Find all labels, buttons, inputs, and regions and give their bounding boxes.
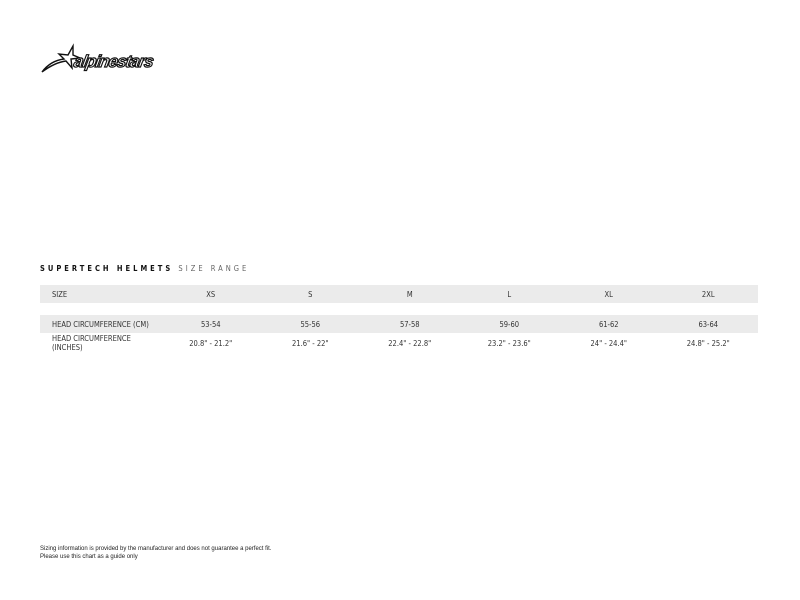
table-cell: 21.6" - 22" bbox=[291, 338, 329, 348]
title-light: SIZE RANGE bbox=[178, 264, 250, 273]
logo-wordmark: alpinestars bbox=[72, 51, 155, 71]
table-cell: 24.8" - 25.2" bbox=[686, 338, 730, 348]
disclaimer-line: Please use this chart as a guide only bbox=[40, 554, 138, 560]
table-cell: 53-54 bbox=[200, 319, 221, 329]
header-cell: 2XL bbox=[701, 289, 715, 299]
title-bold: SUPERTECH HELMETS bbox=[40, 264, 174, 273]
table-header-row: SIZE XS S M L XL 2XL bbox=[40, 285, 758, 303]
table-row: HEAD CIRCUMFERENCE (INCHES) 20.8" - 21.2… bbox=[40, 334, 758, 352]
header-cell: S bbox=[308, 289, 313, 299]
size-table: SIZE XS S M L XL 2XL HEAD CIRCUMFERENCE … bbox=[40, 285, 758, 352]
table-cell: 55-56 bbox=[300, 319, 321, 329]
table-cell: 24" - 24.4" bbox=[590, 338, 628, 348]
table-cell: 57-58 bbox=[399, 319, 420, 329]
row-label: HEAD CIRCUMFERENCE (CM) bbox=[52, 319, 149, 329]
table-cell: 22.4" - 22.8" bbox=[388, 338, 432, 348]
header-cell: XS bbox=[206, 289, 216, 299]
alpinestars-logo: alpinestars bbox=[40, 42, 180, 74]
header-label: SIZE bbox=[52, 289, 68, 299]
header-cell: L bbox=[507, 289, 512, 299]
disclaimer: Sizing information is provided by the ma… bbox=[40, 545, 271, 561]
table-cell: 63-64 bbox=[698, 319, 719, 329]
row-label: HEAD CIRCUMFERENCE (INCHES) bbox=[52, 334, 131, 352]
table-cell: 59-60 bbox=[499, 319, 520, 329]
disclaimer-line: Sizing information is provided by the ma… bbox=[40, 546, 272, 552]
header-cell: XL bbox=[604, 289, 613, 299]
table-cell: 61-62 bbox=[598, 319, 619, 329]
header-cell: M bbox=[406, 289, 413, 299]
table-cell: 23.2" - 23.6" bbox=[487, 338, 531, 348]
table-row: HEAD CIRCUMFERENCE (CM) 53-54 55-56 57-5… bbox=[40, 315, 758, 333]
star-logo-icon bbox=[41, 43, 80, 73]
table-cell: 20.8" - 21.2" bbox=[189, 338, 233, 348]
page-title: SUPERTECH HELMETS SIZE RANGE bbox=[40, 264, 249, 273]
